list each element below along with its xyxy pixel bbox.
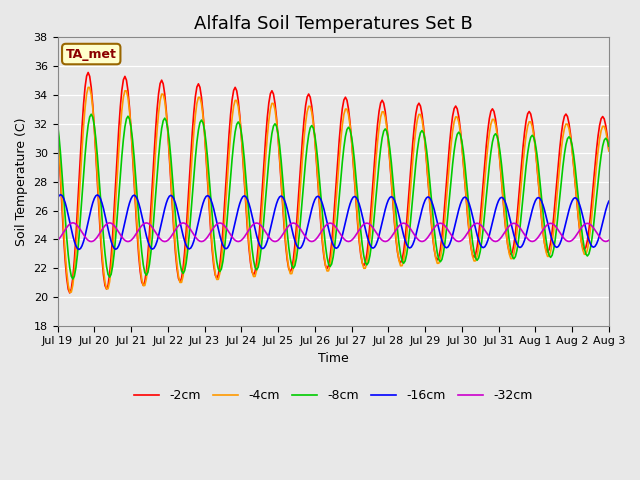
-4cm: [401, 247, 409, 253]
Title: Alfalfa Soil Temperatures Set B: Alfalfa Soil Temperatures Set B: [194, 15, 472, 33]
Line: -4cm: -4cm: [58, 87, 609, 292]
-8cm: [371, 211, 378, 217]
-8cm: [605, 144, 612, 149]
Legend: -2cm, -4cm, -8cm, -16cm, -32cm: -2cm, -4cm, -8cm, -16cm, -32cm: [129, 384, 538, 407]
-16cm: [389, 195, 397, 201]
-4cm: [371, 176, 378, 182]
-2cm: [70, 257, 78, 263]
-32cm: [401, 221, 409, 227]
-32cm: [159, 239, 167, 244]
X-axis label: Time: Time: [318, 352, 349, 365]
-8cm: [389, 176, 397, 182]
-2cm: [54, 122, 61, 128]
-16cm: [541, 207, 548, 213]
-4cm: [605, 148, 612, 154]
-32cm: [389, 232, 397, 238]
-4cm: [70, 268, 78, 274]
Line: -2cm: -2cm: [58, 72, 609, 293]
Line: -8cm: -8cm: [58, 114, 609, 279]
-32cm: [88, 239, 95, 244]
-2cm: [541, 240, 548, 246]
-16cm: [75, 247, 83, 252]
-8cm: [159, 118, 167, 124]
-2cm: [159, 81, 167, 87]
-32cm: [371, 227, 378, 233]
-4cm: [389, 197, 397, 203]
-8cm: [70, 273, 78, 279]
-8cm: [54, 121, 61, 127]
-2cm: [66, 290, 74, 296]
-16cm: [159, 212, 167, 218]
-32cm: [69, 220, 77, 226]
Y-axis label: Soil Temperature (C): Soil Temperature (C): [15, 118, 28, 246]
-16cm: [70, 239, 78, 244]
-32cm: [54, 238, 61, 243]
-4cm: [66, 289, 74, 295]
-16cm: [371, 244, 378, 250]
-16cm: [605, 198, 612, 204]
Text: TA_met: TA_met: [66, 48, 116, 60]
-32cm: [541, 225, 548, 231]
-2cm: [389, 200, 397, 206]
-16cm: [57, 192, 65, 198]
-4cm: [541, 240, 548, 246]
-2cm: [371, 158, 378, 164]
-2cm: [605, 147, 612, 153]
-2cm: [401, 236, 409, 242]
-32cm: [605, 238, 612, 243]
-2cm: [84, 70, 92, 75]
Line: -16cm: -16cm: [58, 195, 609, 250]
-8cm: [69, 276, 77, 282]
-8cm: [88, 111, 95, 117]
-16cm: [54, 195, 61, 201]
-16cm: [401, 238, 409, 243]
-32cm: [70, 220, 78, 226]
-4cm: [84, 84, 92, 90]
-4cm: [159, 91, 167, 97]
Line: -32cm: -32cm: [58, 223, 609, 241]
-4cm: [54, 122, 61, 128]
-8cm: [401, 258, 409, 264]
-8cm: [541, 224, 548, 230]
